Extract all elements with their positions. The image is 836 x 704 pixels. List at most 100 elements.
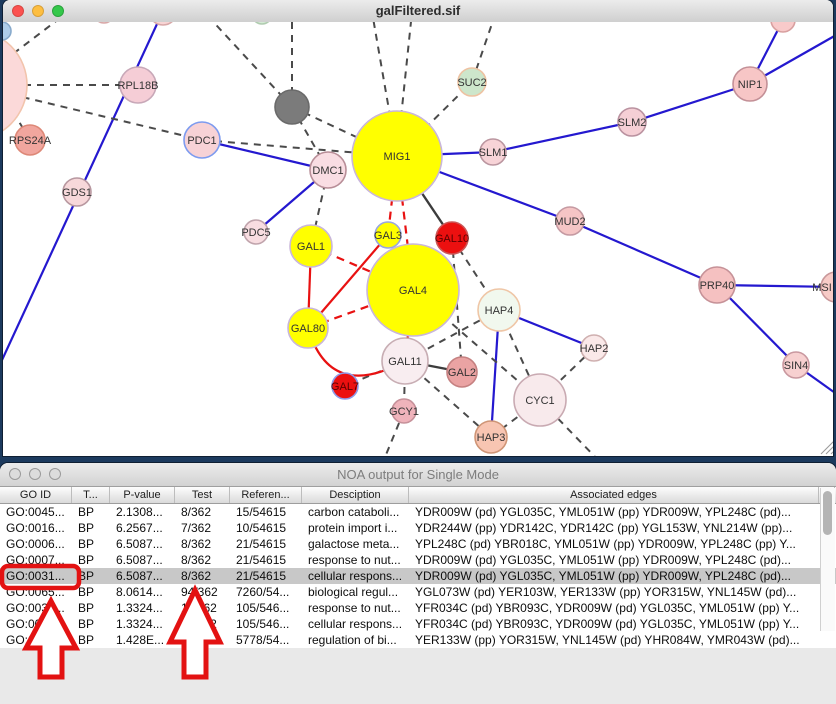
node-label-GAL3: GAL3 [374,230,402,242]
table-cell: 6.5087... [116,537,163,551]
node-label-GAL2: GAL2 [448,367,476,379]
node-toppink2[interactable] [149,22,177,26]
node-GAL10[interactable] [435,221,469,255]
node-NIP1[interactable] [732,66,768,102]
node-GDS1[interactable] [62,177,92,207]
node-label-SLM2: SLM2 [618,117,647,129]
node-MSI[interactable] [820,271,833,303]
node-topright[interactable] [770,22,796,33]
node-SIN4[interactable] [782,351,810,379]
table-row[interactable]: GO:0065... BP 8.0614... 94/362 7260/54... bio… [0,584,836,600]
table-cell: YER133W (pp) YOR315W, YNL145W (pd) YHR08… [415,633,800,647]
node-graynode[interactable] [274,89,310,125]
table-cell: GO:0006... [6,537,65,551]
table-cell: 7260/54... [236,585,290,599]
node-label-GAL11: GAL11 [388,356,421,368]
table-cell: galactose meta... [308,537,400,551]
node-PDC5[interactable] [243,219,269,245]
resize-grip[interactable] [820,440,833,455]
node-label-SLM1: SLM1 [479,147,508,159]
table-cell: 5778/54... [236,633,290,647]
table-row[interactable]: GO:0045... BP 2.1308... 8/362 15/54615 carbon… [0,504,836,520]
table-cell: 8/362 [181,553,212,567]
edge-blue [716,283,833,289]
node-GAL1[interactable] [289,224,333,268]
scrollbar-thumb[interactable] [823,491,832,535]
network-canvas[interactable]: RPL18B RPS24A GDS1 PDC1 PDC5 DMC1 MIG1 SUC2 SLM1… [3,22,833,456]
node-GAL7[interactable] [331,372,359,400]
table-row[interactable]: GO:0031... BP 6.5087... 8/362 21/54615 cellul… [0,568,836,584]
column-header-p-value[interactable]: P-value [110,487,175,503]
edge-blue [569,219,718,287]
node-GCY1[interactable] [391,398,417,424]
node-HAP3[interactable] [474,420,508,454]
table-row[interactable]: GO:0007... BP 6.5087... 8/362 21/54615 respon… [0,552,836,568]
table-row[interactable]: GO:0031... BP 1.3324... 11/362 105/546... cel… [0,616,836,632]
column-header-go-id[interactable]: GO ID [0,487,72,503]
node-bigpink[interactable] [3,30,28,140]
table-scrollbar[interactable] [820,488,835,631]
column-header-t-[interactable]: T... [72,487,110,503]
column-header-associated-edges[interactable]: Associated edges [409,487,819,503]
node-GAL2[interactable] [446,356,478,388]
table-cell: BP [78,537,95,551]
column-header-test[interactable]: Test [175,487,230,503]
node-GAL4[interactable] [366,243,460,337]
node-HAP2[interactable] [580,334,608,362]
column-header-referen-[interactable]: Referen... [230,487,302,503]
edge-dash [384,410,405,456]
table-row[interactable]: GO:0006... BP 6.5087... 8/362 21/54615 galact… [0,536,836,552]
column-header-desciption[interactable]: Desciption [302,487,409,503]
table-cell: 6.5087... [116,569,163,583]
node-label-GAL4: GAL4 [399,285,427,297]
close-button-inactive[interactable] [9,468,21,480]
table-cell: GO:0031... [6,601,65,615]
minimize-button-inactive[interactable] [29,468,41,480]
table-row[interactable]: GO:0031... BP 1.3324... 11/362 105/546... res… [0,600,836,616]
resize-grip[interactable] [830,450,833,455]
node-label-MUD2: MUD2 [554,216,585,228]
node-toppink1[interactable] [94,22,114,24]
node-SLM1[interactable] [479,138,507,166]
node-DMC1[interactable] [309,151,347,189]
node-MUD2[interactable] [555,206,585,236]
minimize-button[interactable] [32,5,44,17]
node-PDC1[interactable] [183,121,221,159]
table-cell: 21/54615 [236,569,287,583]
table-row[interactable]: GO:0050... BP 1.428E... 80/362 5778/54... reg… [0,632,836,648]
node-CYC1[interactable] [513,373,567,427]
node-RPS24A[interactable] [14,124,46,156]
node-label-SIN4: SIN4 [784,360,808,372]
resize-grip[interactable] [825,445,833,455]
table-body: GO:0045... BP 2.1308... 8/362 15/54615 carbon… [0,504,836,648]
node-GAL80[interactable] [287,307,329,349]
node-MIG1[interactable] [351,110,443,202]
table-cell: BP [78,521,95,535]
network-window-titlebar[interactable]: galFiltered.sif [3,0,833,23]
table-row[interactable]: GO:0016... BP 6.2567... 7/362 10/54615 protei… [0,520,836,536]
table-cell: GO:0050... [6,633,65,647]
table-cell: GO:0016... [6,521,65,535]
node-GAL11[interactable] [381,337,429,385]
noa-window-titlebar[interactable]: NOA output for Single Mode [0,463,836,487]
table-cell: 15/54615 [236,505,287,519]
node-label-PDC5: PDC5 [241,227,270,239]
node-cornerblue[interactable] [3,22,12,41]
edge-blue [201,138,329,172]
table-cell: YDR009W (pd) YGL035C, YML051W (pp) YDR00… [415,505,791,519]
node-topgreen[interactable] [252,22,272,25]
zoom-button[interactable] [52,5,64,17]
node-HAP4[interactable] [477,288,521,332]
node-SLM2[interactable] [617,107,647,137]
node-SUC2[interactable] [457,67,487,97]
table-cell: 8/362 [181,505,212,519]
node-PRP40[interactable] [698,266,736,304]
node-RPL18B[interactable] [119,66,157,104]
table-cell: YFR034C (pd) YBR093C, YDR009W (pd) YGL03… [415,601,800,615]
close-button[interactable] [12,5,24,17]
node-label-DMC1: DMC1 [312,165,343,177]
node-GAL3[interactable] [374,221,402,249]
zoom-button-inactive[interactable] [49,468,61,480]
table-cell: YDR244W (pp) YDR142C, YDR142C (pp) YGL15… [415,521,793,535]
